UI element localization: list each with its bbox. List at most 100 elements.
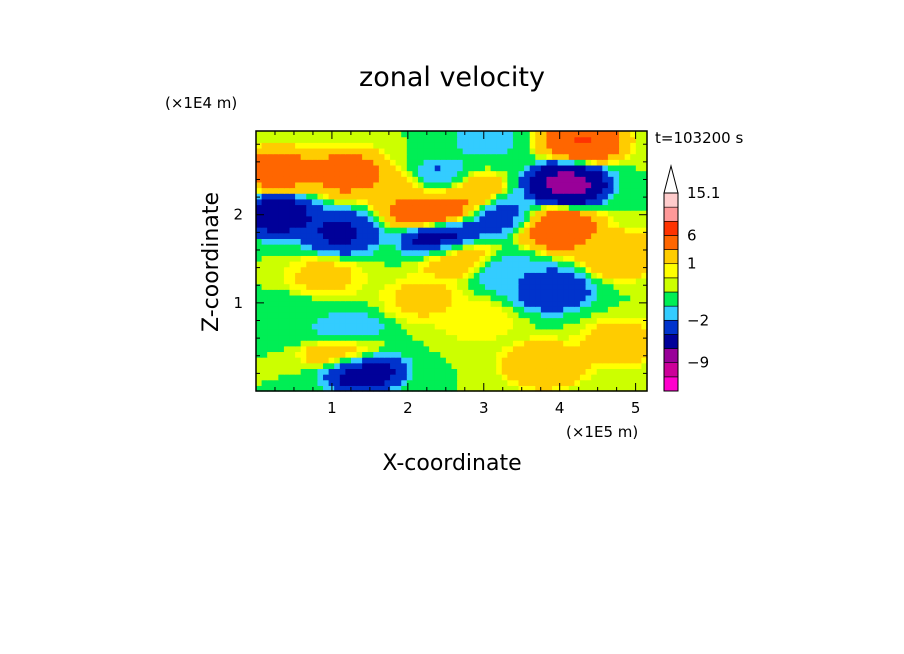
field-cell <box>311 238 319 245</box>
field-cell <box>362 334 369 341</box>
field-cell <box>434 227 441 234</box>
field-cell <box>535 142 542 149</box>
field-cell <box>457 136 464 143</box>
field-cell <box>378 255 386 262</box>
field-cell <box>557 345 564 353</box>
field-cell <box>579 153 587 160</box>
field-cell <box>440 136 447 143</box>
field-cell <box>518 306 525 313</box>
field-cell <box>546 283 553 290</box>
field-cell <box>289 277 296 285</box>
field-cell <box>529 164 536 172</box>
field-cell <box>401 221 408 228</box>
field-cell <box>401 317 408 324</box>
field-cell <box>362 345 369 353</box>
field-cell <box>529 311 536 319</box>
field-cell <box>434 193 441 200</box>
field-cell <box>501 187 508 194</box>
field-cell <box>395 136 402 143</box>
field-cell <box>563 131 570 138</box>
field-cell <box>390 210 397 217</box>
field-cell <box>529 181 536 189</box>
field-cell <box>535 204 542 211</box>
field-cell <box>412 227 419 234</box>
field-cell <box>552 385 559 392</box>
field-cell <box>434 176 441 183</box>
field-cell <box>401 142 408 149</box>
field-cell <box>373 249 380 256</box>
field-cell <box>473 204 481 211</box>
field-cell <box>328 249 335 256</box>
field-cell <box>429 362 436 369</box>
field-cell <box>345 289 352 296</box>
field-cell <box>317 249 324 256</box>
field-cell <box>362 227 369 234</box>
field-cell <box>635 255 643 262</box>
field-cell <box>602 289 609 296</box>
field-cell <box>356 255 363 262</box>
field-cell <box>596 283 603 290</box>
field-cell <box>552 289 559 296</box>
field-cell <box>434 131 441 138</box>
field-cell <box>300 385 307 392</box>
field-cell <box>546 340 553 347</box>
field-cell <box>395 266 402 273</box>
field-cell <box>345 136 352 143</box>
field-cell <box>350 328 358 336</box>
field-cell <box>490 136 497 143</box>
field-cell <box>529 374 536 381</box>
field-cell <box>362 215 369 223</box>
field-cell <box>473 351 481 358</box>
field-cell <box>574 232 581 239</box>
field-cell <box>423 340 430 347</box>
field-cell <box>451 266 458 273</box>
field-cell <box>518 142 525 149</box>
field-cell <box>630 227 637 234</box>
field-cell <box>362 232 369 239</box>
field-cell <box>490 131 497 138</box>
field-cell <box>384 328 391 336</box>
field-cell <box>619 357 626 364</box>
field-cell <box>362 221 369 228</box>
field-cell <box>619 374 626 381</box>
field-cell <box>630 176 637 183</box>
field-cell <box>390 238 397 245</box>
field-cell <box>272 306 279 313</box>
field-cell <box>529 147 536 155</box>
field-cell <box>306 289 313 296</box>
field-cell <box>339 170 346 177</box>
field-cell <box>485 317 492 324</box>
field-cell <box>401 244 408 251</box>
field-cell <box>328 238 335 245</box>
field-cell <box>619 176 626 183</box>
field-cell <box>445 357 453 364</box>
field-cell <box>390 351 397 358</box>
colorbar-swatch <box>663 291 679 307</box>
field-cell <box>423 187 430 194</box>
field-cell <box>524 142 531 149</box>
field-cell <box>451 227 458 234</box>
field-cell <box>272 277 279 285</box>
field-cell <box>350 153 358 160</box>
field-cell <box>323 147 330 155</box>
field-cell <box>417 357 425 364</box>
field-cell <box>579 164 587 172</box>
field-cell <box>485 136 492 143</box>
field-cell <box>630 131 637 138</box>
field-cell <box>563 249 570 256</box>
field-cell <box>378 334 386 341</box>
field-cell <box>356 340 363 347</box>
field-cell <box>261 374 268 381</box>
field-cell <box>585 311 592 319</box>
field-cell <box>440 238 447 245</box>
field-cell <box>496 385 503 392</box>
field-cell <box>345 159 352 166</box>
field-cell <box>412 193 419 200</box>
field-cell <box>635 153 643 160</box>
field-cell <box>535 210 542 217</box>
field-cell <box>423 283 430 290</box>
field-cell <box>613 294 620 302</box>
field-cell <box>445 328 453 336</box>
field-cell <box>434 283 441 290</box>
field-cell <box>390 147 397 155</box>
